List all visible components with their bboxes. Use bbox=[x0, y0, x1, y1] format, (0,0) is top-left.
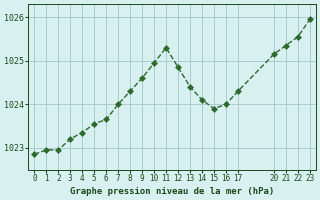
X-axis label: Graphe pression niveau de la mer (hPa): Graphe pression niveau de la mer (hPa) bbox=[70, 187, 274, 196]
